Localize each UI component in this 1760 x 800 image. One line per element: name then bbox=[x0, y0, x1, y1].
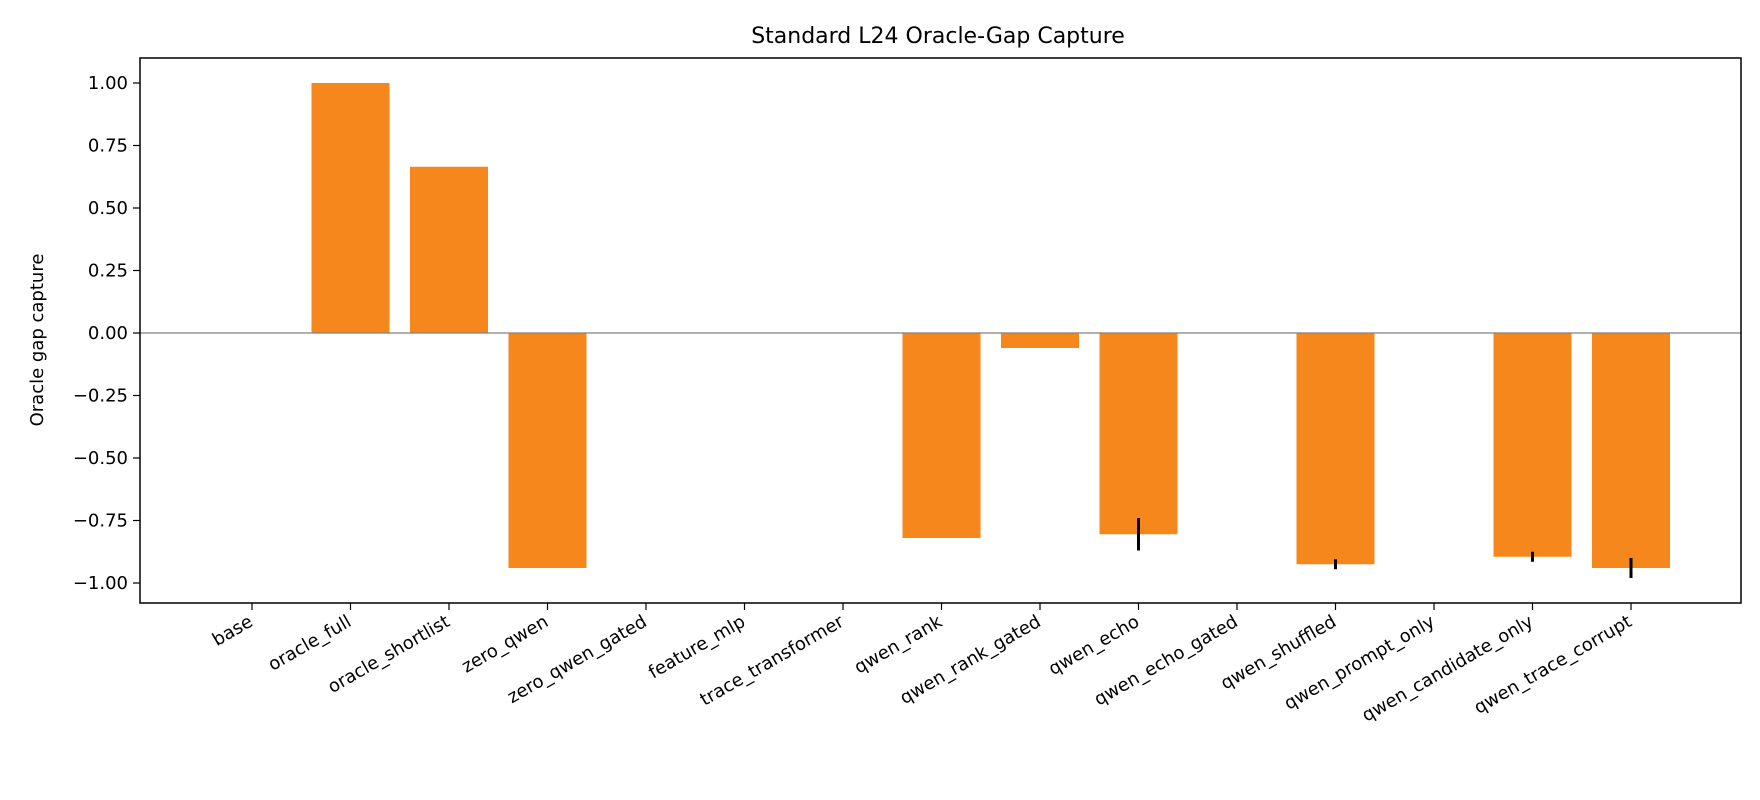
y-tick-label: −0.75 bbox=[73, 511, 128, 532]
chart-title: Standard L24 Oracle-Gap Capture bbox=[751, 24, 1125, 49]
x-tick-label: zero_qwen bbox=[458, 611, 552, 677]
bar-qwen_rank_gated bbox=[1001, 333, 1079, 348]
bars-layer bbox=[311, 83, 1670, 568]
x-tick-label: base bbox=[209, 611, 257, 651]
x-tick-label: qwen_rank bbox=[851, 611, 947, 678]
plot-area-frame bbox=[139, 57, 1742, 604]
x-tick-label: oracle_full bbox=[265, 611, 355, 675]
bar-oracle_shortlist bbox=[410, 166, 488, 333]
y-tick-label: 0.00 bbox=[88, 323, 128, 344]
bar-qwen_trace_corrupt bbox=[1592, 333, 1670, 568]
bar-qwen_candidate_only bbox=[1493, 333, 1572, 557]
bar-qwen_rank bbox=[902, 333, 981, 538]
x-tick-label: qwen_trace_corrupt bbox=[1471, 611, 1636, 718]
x-tick-label: qwen_candidate_only bbox=[1358, 611, 1537, 726]
bar-qwen_echo bbox=[1099, 333, 1178, 535]
bar-qwen_shuffled bbox=[1296, 333, 1375, 565]
y-tick-label: −0.50 bbox=[73, 448, 128, 469]
y-axis-label: Oracle gap capture bbox=[27, 254, 48, 427]
y-tick-label: 0.50 bbox=[88, 198, 128, 219]
y-tick-label: 0.75 bbox=[88, 136, 128, 157]
error-bars-layer bbox=[1137, 518, 1633, 578]
y-axis: 1.00 0.75 0.50 0.25 0.00 −0.25 −0.50 −0.75 −1.00 bbox=[73, 73, 140, 594]
y-tick-label: 0.25 bbox=[88, 261, 128, 282]
y-tick-label: 1.00 bbox=[88, 73, 128, 94]
y-tick-label: −1.00 bbox=[73, 573, 128, 594]
y-tick-label: −0.25 bbox=[73, 386, 128, 407]
bar-zero_qwen bbox=[508, 333, 587, 568]
bar-oracle_full bbox=[311, 83, 390, 333]
